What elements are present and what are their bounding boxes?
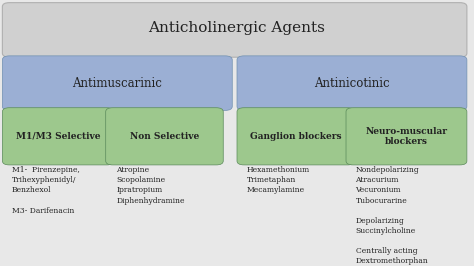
Text: Atropine
Scopolamine
Ipratropium
Diphenhydramine: Atropine Scopolamine Ipratropium Diphenh… bbox=[116, 166, 185, 205]
Text: Ganglion blockers: Ganglion blockers bbox=[250, 132, 342, 141]
Text: Non Selective: Non Selective bbox=[130, 132, 199, 141]
Text: Antinicotinic: Antinicotinic bbox=[314, 77, 390, 90]
FancyBboxPatch shape bbox=[237, 108, 355, 165]
Text: Nondepolarizing
Atracurium
Vecuronium
Tubocurarine

Depolarizing
Succinylcholine: Nondepolarizing Atracurium Vecuronium Tu… bbox=[356, 166, 428, 265]
FancyBboxPatch shape bbox=[237, 56, 467, 110]
Text: Antimuscarinic: Antimuscarinic bbox=[73, 77, 162, 90]
FancyBboxPatch shape bbox=[2, 108, 114, 165]
FancyBboxPatch shape bbox=[346, 108, 467, 165]
Text: Hexamethonium
Trimetaphan
Mecamylamine: Hexamethonium Trimetaphan Mecamylamine bbox=[246, 166, 310, 194]
Text: M1-  Pirenzepine,
Trihexyphenidyl/
Benzhexol

M3- Darifenacin: M1- Pirenzepine, Trihexyphenidyl/ Benzhe… bbox=[12, 166, 80, 215]
FancyBboxPatch shape bbox=[2, 56, 232, 110]
FancyBboxPatch shape bbox=[2, 3, 467, 57]
FancyBboxPatch shape bbox=[106, 108, 223, 165]
Text: Anticholinergic Agents: Anticholinergic Agents bbox=[148, 22, 326, 35]
Text: M1/M3 Selective: M1/M3 Selective bbox=[16, 132, 100, 141]
Text: Neuro-muscular
blockers: Neuro-muscular blockers bbox=[365, 127, 447, 146]
